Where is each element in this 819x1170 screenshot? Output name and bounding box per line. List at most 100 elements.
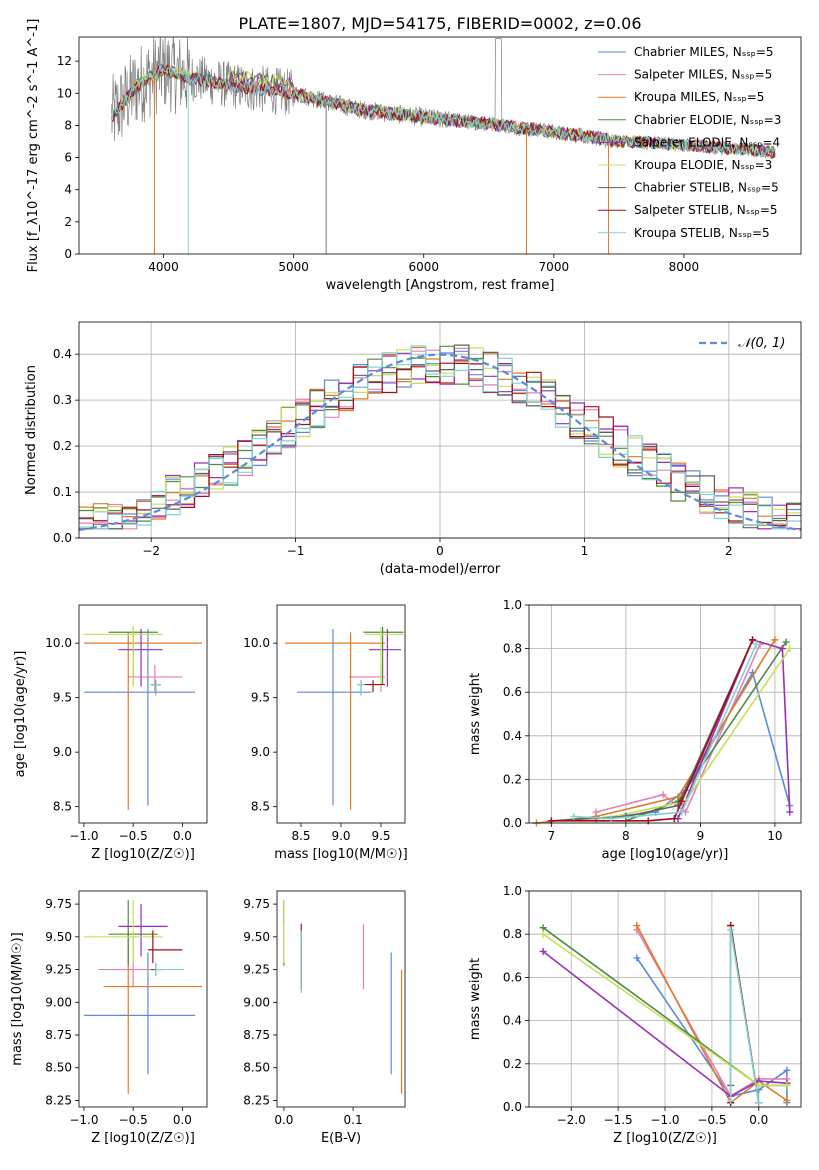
y-tick-label: 9.75 [45,897,72,911]
x-axis-label: mass [log10(M/M☉)] [274,847,407,862]
y-tick-label: 9.50 [45,930,72,944]
y-tick-label: 8.75 [243,1028,270,1042]
y-axis-label: mass weight [468,958,483,1040]
legend-entry: 𝒩(0, 1) [738,336,785,351]
axes-frame [276,890,406,1108]
weight-vs-age-panel: 7 8 9 10 0.0 0.2 0.4 0.6 0.8 1.0 age [log10(age/yr… [468,598,802,862]
weight-line [536,639,776,823]
y-tick-label: 0.2 [53,439,72,453]
legend-entry: Salpeter ELODIE, Nₛₛₚ=4 [634,135,780,149]
x-tick-label: 2 [725,544,733,558]
y-tick-label: 4 [64,183,72,197]
y-tick-label: 8.50 [45,1061,72,1075]
y-tick-label: 0.2 [503,1057,522,1071]
weight-marker [607,815,615,823]
weight-marker [786,808,794,816]
y-tick-label: 9.75 [243,897,270,911]
y-tick-label: 8.5 [53,800,72,814]
x-tick-label: 10 [767,829,782,843]
spectrum-panel: PLATE=1807, MJD=54175, FIBERID=0002, z=0… [26,14,802,293]
y-tick-label: 0.2 [503,772,522,786]
x-tick-label: 9.0 [331,829,350,843]
gaussian-curve [79,353,801,531]
x-tick-label: −1.0 [69,1113,98,1127]
axes-frame [276,604,406,824]
x-tick-label: 8.5 [291,829,310,843]
y-tick-label: 8 [64,118,72,132]
y-tick-label: 9.25 [45,963,72,977]
mass-vs-EBV-panel: 0.0 0.1 8.25 8.50 8.75 9.00 9.25 9.50 9.75 E(B-V) [243,890,406,1146]
y-axis-label: mass weight [468,673,483,755]
y-tick-label: 8.5 [251,800,270,814]
weight-marker [727,1097,735,1105]
y-tick-label: 9.00 [243,995,270,1009]
x-tick-label: −0.5 [119,1113,148,1127]
y-tick-label: 0.6 [503,970,522,984]
x-tick-label: 0.0 [274,1113,293,1127]
weight-line [636,925,788,1104]
legend-entry: Kroupa ELODIE, Nₛₛₚ=3 [634,158,772,172]
y-tick-label: 0.3 [53,393,72,407]
y-tick-label: 0.0 [53,531,72,545]
x-tick-label: −0.5 [697,1113,726,1127]
y-tick-label: 0.4 [53,347,72,361]
x-axis-label: Z [log10(Z/Z☉)] [91,847,195,862]
y-tick-label: 9.5 [251,691,270,705]
x-tick-label: 0 [436,544,444,558]
weight-marker [749,636,757,644]
x-tick-label: −2 [142,544,160,558]
histogram-step-line [79,345,801,526]
y-tick-label: 0 [64,247,72,261]
x-axis-label: (data-model)/error [380,562,501,577]
y-tick-label: 6 [64,151,72,165]
legend: 𝒩(0, 1) [699,336,785,351]
axes-frame [528,890,802,1108]
legend-entry: Chabrier ELODIE, Nₛₛₚ=3 [634,113,781,127]
weight-marker [539,930,547,938]
y-tick-label: 8.50 [243,1061,270,1075]
axes-frame [78,604,208,824]
y-tick-label: 8.75 [45,1028,72,1042]
weight-line [551,639,754,822]
y-tick-label: 9.0 [53,745,72,759]
y-tick-label: 0.1 [53,485,72,499]
x-tick-label: 4000 [148,260,179,274]
weight-marker [670,815,678,823]
legend-entry: Kroupa STELIB, Nₛₛₚ=5 [634,226,770,240]
legend-entry: Chabrier MILES, Nₛₛₚ=5 [634,45,774,59]
weight-marker [678,808,686,816]
weight-line [625,641,787,822]
weight-marker [778,645,786,653]
weight-marker [755,1099,763,1107]
legend-entry: Chabrier STELIB, Nₛₛₚ=5 [634,181,779,195]
weight-marker [786,645,794,653]
histogram-step-line [79,362,801,527]
weight-marker [678,797,686,805]
y-tick-label: 9.5 [53,691,72,705]
mass-vs-Z-panel: −1.0 −0.5 0.0 8.25 8.50 8.75 9.00 9.25 9.50 9.75 Z… [10,890,208,1146]
weight-line [603,648,791,820]
y-tick-label: 0.0 [503,1100,522,1114]
y-tick-label: 9.25 [243,963,270,977]
x-tick-label: 0.1 [344,1113,363,1127]
y-tick-label: 10.0 [243,636,270,650]
weight-marker [783,1081,791,1089]
y-tick-label: 10 [57,86,72,100]
spectrum-model-line [111,63,776,159]
weight-marker [771,636,779,644]
y-tick-label: 9.00 [45,995,72,1009]
weight-marker [782,638,790,646]
y-tick-label: 2 [64,215,72,229]
x-tick-label: 9 [697,829,705,843]
y-axis-label: Flux [f_λ10^-17 erg cm^-2 s^-1 A^-1] [26,19,41,273]
weight-vs-Z-panel: −2.0 −1.5 −1.0 −0.5 0.0 0.0 0.2 0.4 0.6 0.8 1.0 Z [… [468,884,802,1146]
y-tick-label: 0.6 [503,685,522,699]
x-tick-label: 9.5 [371,829,390,843]
y-tick-label: 0.8 [503,927,522,941]
x-tick-label: 0.0 [173,829,192,843]
y-tick-label: 0.4 [503,1014,522,1028]
y-axis-label: mass [log10(M/M☉)] [10,932,25,1065]
legend: Chabrier MILES, Nₛₛₚ=5 Salpeter MILES, Nₛ… [598,45,781,240]
x-tick-label: 8 [622,829,630,843]
